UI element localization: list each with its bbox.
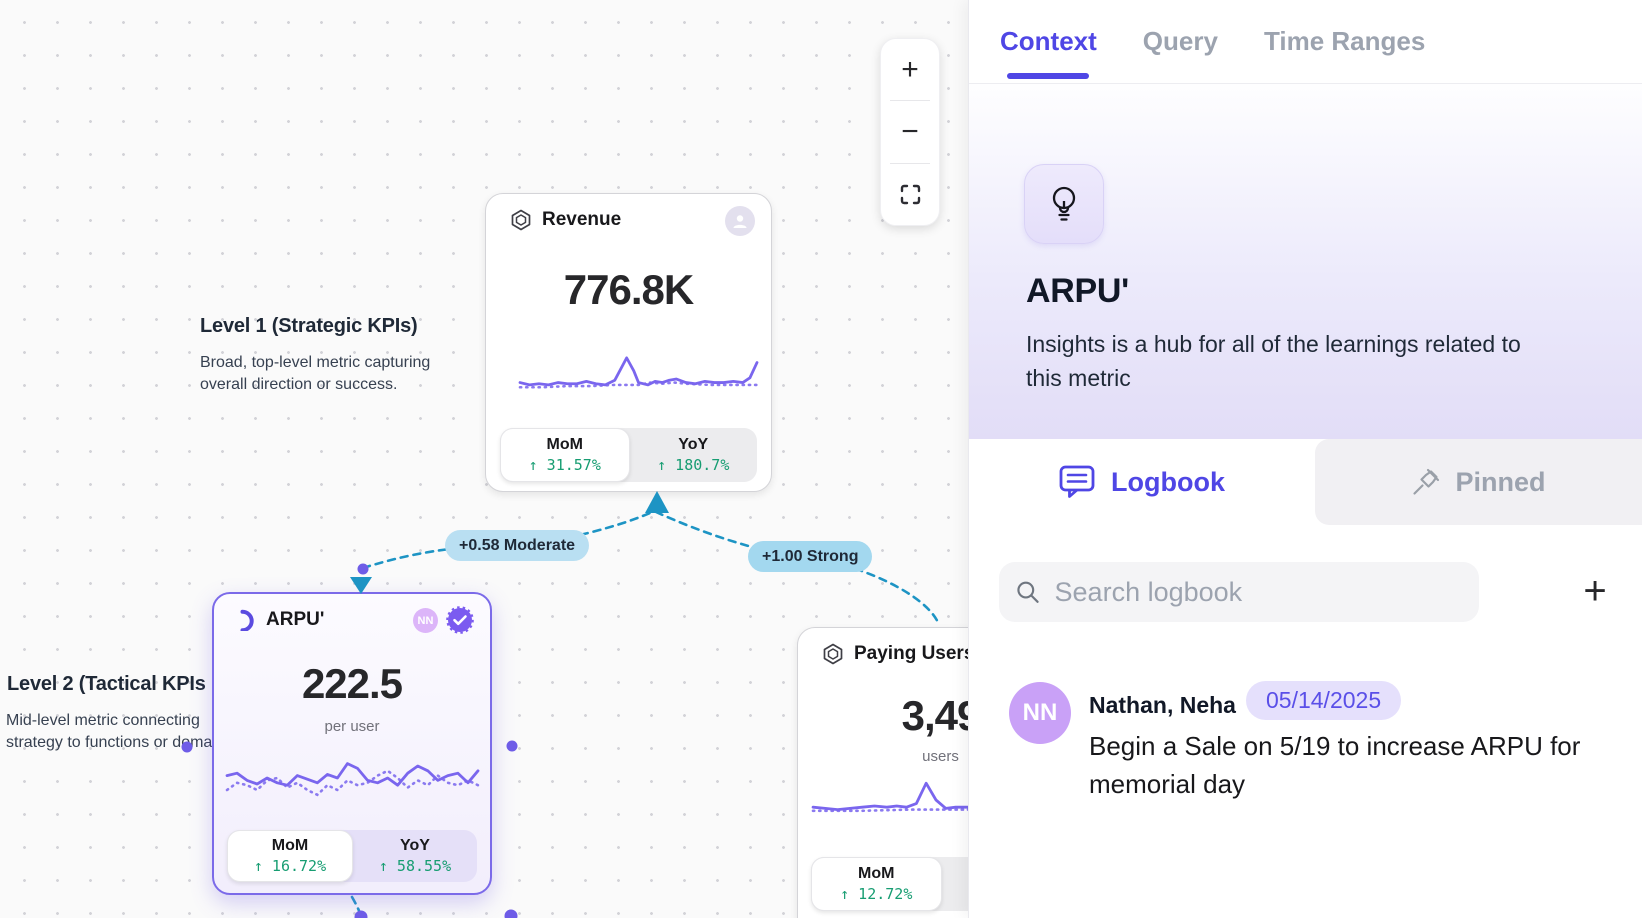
tab-pinned-label: Pinned (1455, 466, 1546, 497)
correlation-label-strong[interactable]: +1.00 Strong (748, 541, 873, 572)
correlation-label-moderate[interactable]: +0.58 Moderate (445, 530, 590, 561)
handle-dot (504, 909, 518, 918)
card-title: ARPU' (266, 609, 325, 630)
context-panel: Context Query Time Ranges ARPU' Insights… (968, 0, 1642, 918)
yoy-stat (942, 857, 969, 911)
metric-unit: users (922, 748, 959, 765)
metric-value: 776.8K (563, 266, 694, 313)
handle-dot (506, 740, 518, 752)
card-title: Revenue (542, 209, 622, 230)
divider (890, 100, 930, 102)
logbook-search[interactable] (999, 562, 1479, 622)
tab-context[interactable]: Context (1000, 26, 1097, 56)
owner-avatar-icon[interactable] (725, 206, 755, 236)
mom-value: ↑ 12.72% (840, 885, 913, 903)
zoom-toolbar: + − (880, 38, 940, 226)
handle-dot (354, 910, 368, 918)
insights-hub-section: ARPU' Insights is a hub for all of the l… (969, 84, 1642, 439)
search-input[interactable] (1054, 576, 1463, 608)
tab-query[interactable]: Query (1142, 26, 1218, 56)
entry-text-line1: Begin a Sale on 5/19 to increase ARPU fo… (1089, 731, 1581, 761)
fit-view-button[interactable] (881, 164, 939, 225)
level2-desc-line2: strategy to functions or doma (6, 734, 213, 751)
card-title: Paying Users' (854, 643, 968, 664)
tab-time-ranges[interactable]: Time Ranges (1263, 26, 1426, 56)
mom-stat[interactable]: MoM ↑ 12.72% (811, 857, 942, 911)
add-entry-button[interactable]: + (1583, 569, 1607, 613)
yoy-stat[interactable]: YoY ↑ 58.55% (353, 830, 477, 882)
active-tab-underline (1007, 73, 1089, 79)
level2-title: Level 2 (Tactical KPIs (7, 673, 206, 695)
metric-value: 222.5 (301, 660, 403, 707)
sparkline-chart (813, 776, 968, 824)
metric-badge-icon (511, 209, 531, 231)
edge-arpu-down (350, 895, 363, 918)
yoy-label: YoY (678, 436, 709, 453)
metric-name-heading: ARPU' (1026, 272, 1129, 310)
pin-icon (1413, 468, 1440, 495)
search-icon (1017, 581, 1039, 603)
tab-logbook-label: Logbook (1111, 466, 1225, 497)
mom-stat[interactable]: MoM ↑ 16.72% (227, 830, 353, 882)
metric-card-paying-users[interactable]: Paying Users' 3,49 users MoM ↑ 12.72% (797, 627, 968, 918)
entry-author: Nathan, Neha (1089, 692, 1236, 718)
metric-card-arpu[interactable]: ARPU' NN 222.5 per user MoM ↑ 16.72% YoY (212, 592, 492, 895)
hub-description-line1: Insights is a hub for all of the learnin… (1026, 331, 1521, 357)
lightbulb-icon (1024, 164, 1104, 244)
divider (890, 162, 930, 164)
mom-stat[interactable]: MoM ↑ 31.57% (500, 428, 630, 482)
yoy-label: YoY (400, 837, 430, 854)
mom-label: MoM (546, 436, 583, 453)
entry-text-line2: memorial day (1089, 769, 1246, 799)
metric-tree-canvas[interactable]: Level 1 (Strategic KPIs) Broad, top-leve… (0, 0, 968, 918)
mom-value: ↑ 16.72% (253, 857, 327, 875)
zoom-in-button[interactable]: + (901, 52, 919, 86)
tab-logbook[interactable]: Logbook (969, 439, 1315, 525)
mom-value: ↑ 31.57% (528, 456, 601, 474)
sparkline-chart (227, 754, 478, 802)
entry-avatar: NN (1009, 682, 1071, 744)
verified-badge-icon (446, 606, 474, 639)
logbook-icon (1059, 465, 1095, 498)
level1-desc-line2: overall direction or success. (200, 376, 398, 393)
level2-desc-line1: Mid-level metric connecting (6, 712, 200, 729)
entry-date-badge: 05/14/2025 (1246, 681, 1402, 720)
level1-title: Level 1 (Strategic KPIs) (200, 315, 418, 337)
fit-view-icon (900, 184, 920, 205)
handle-dot (357, 563, 369, 575)
level1-desc-line1: Broad, top-level metric capturing (200, 354, 431, 371)
yoy-value: ↑ 58.55% (378, 857, 452, 875)
mom-label: MoM (858, 865, 895, 882)
metric-value: 3,49 (901, 692, 968, 739)
metric-card-revenue[interactable]: Revenue 776.8K MoM ↑ 31.57% YoY ↑ 180.7% (485, 193, 772, 492)
sparkline-chart (520, 352, 757, 399)
metric-unit: per user (324, 718, 380, 735)
metric-badge-icon (823, 643, 843, 665)
yoy-value: ↑ 180.7% (657, 456, 730, 474)
hub-description-line2: this metric (1026, 365, 1131, 391)
crescent-icon (240, 609, 254, 631)
collaborator-badge[interactable]: NN (413, 608, 438, 633)
logbook-pinned-tabs: Logbook Pinned (969, 439, 1642, 525)
mom-label: MoM (271, 837, 309, 854)
zoom-out-button[interactable]: − (901, 114, 919, 148)
yoy-stat[interactable]: YoY ↑ 180.7% (630, 428, 758, 482)
panel-tab-bar: Context Query Time Ranges (969, 0, 1642, 84)
arrowhead-up-icon (645, 491, 669, 513)
tab-pinned[interactable]: Pinned (1315, 439, 1642, 525)
